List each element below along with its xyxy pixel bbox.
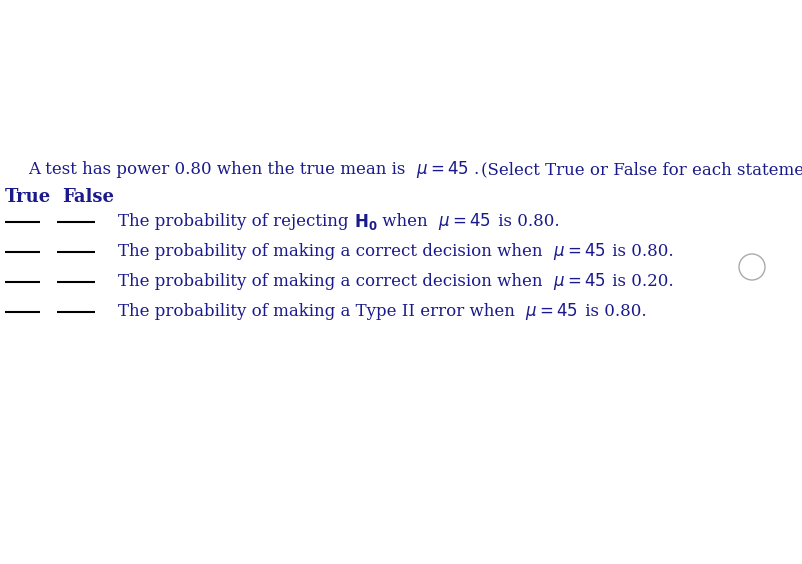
Text: $\mu = 45$: $\mu = 45$ xyxy=(433,212,492,232)
Text: The probability of making a correct decision when: The probability of making a correct deci… xyxy=(118,244,548,261)
Text: A test has power 0.80 when the true mean is: A test has power 0.80 when the true mean… xyxy=(28,161,411,178)
Text: False: False xyxy=(62,188,114,206)
Text: The probability of making a Type II error when: The probability of making a Type II erro… xyxy=(118,303,520,320)
Text: is 0.80.: is 0.80. xyxy=(492,214,559,231)
Text: The probability of making a correct decision when: The probability of making a correct deci… xyxy=(118,274,548,290)
Text: $\mu = 45$: $\mu = 45$ xyxy=(548,241,607,262)
Text: when: when xyxy=(377,214,433,231)
Text: is 0.20.: is 0.20. xyxy=(607,274,674,290)
Text: $\mu = 45$: $\mu = 45$ xyxy=(548,271,607,293)
Text: $\mu = 45$: $\mu = 45$ xyxy=(520,302,580,323)
Text: is 0.80.: is 0.80. xyxy=(580,303,646,320)
Text: The probability of rejecting: The probability of rejecting xyxy=(118,214,354,231)
Text: $\mu = 45$ .: $\mu = 45$ . xyxy=(411,160,480,180)
Text: True: True xyxy=(5,188,51,206)
Text: is 0.80.: is 0.80. xyxy=(607,244,674,261)
Text: $\mathbf{H_0}$: $\mathbf{H_0}$ xyxy=(354,212,377,232)
Text: (Select True or False for each statement below.): (Select True or False for each statement… xyxy=(480,161,802,178)
